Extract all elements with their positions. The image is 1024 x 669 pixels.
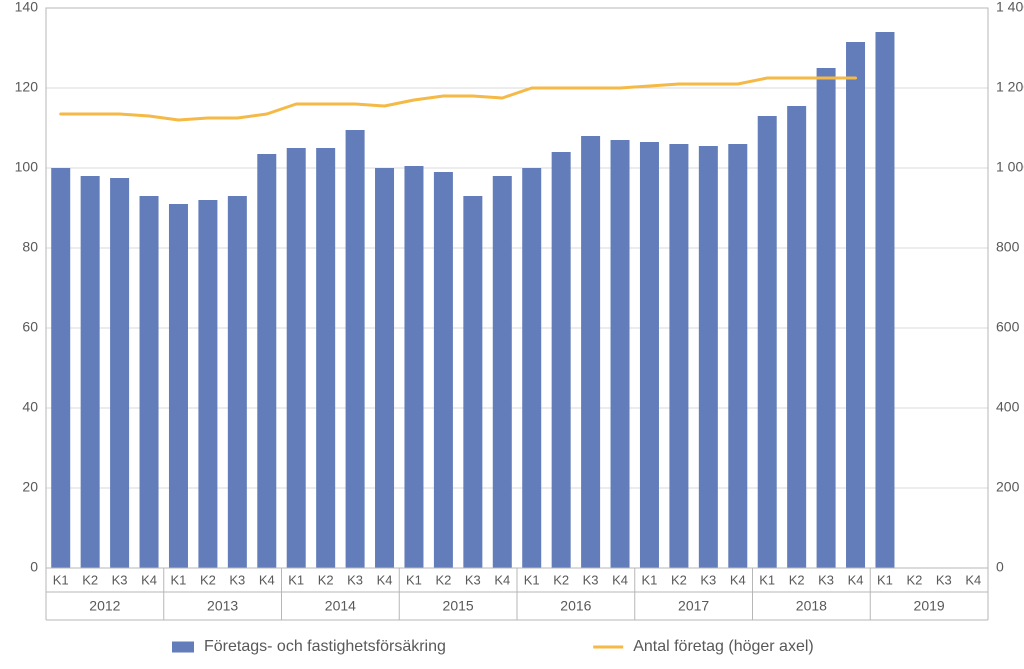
- chart-container: 0 20 40 60 80 100 120 140 0 200 400 600 800 1 000 1 20…: [0, 0, 1024, 669]
- x-quarter-label: K2: [200, 572, 216, 587]
- combo-chart: 0 20 40 60 80 100 120 140 0 200 400 600 800 1 000 1 20…: [0, 0, 1024, 669]
- y-right-tick-label: 0: [996, 559, 1004, 575]
- x-year-label: 2016: [560, 598, 591, 614]
- x-quarter-label: K2: [553, 572, 569, 587]
- x-quarter-label: K3: [818, 572, 834, 587]
- x-year-label: 2019: [914, 598, 945, 614]
- bar: [228, 196, 247, 568]
- legend-line-label: Antal företag (höger axel): [633, 638, 814, 655]
- x-quarter-label: K4: [612, 572, 628, 587]
- x-quarter-label: K3: [112, 572, 128, 587]
- y-right-tick-label: 800: [996, 239, 1020, 255]
- bar: [375, 168, 394, 568]
- y-right-tick-label: 400: [996, 399, 1020, 415]
- bar: [669, 144, 688, 568]
- x-quarter-label: K2: [671, 572, 687, 587]
- x-quarter-label: K1: [53, 572, 69, 587]
- x-year-label: 2015: [443, 598, 474, 614]
- bar: [846, 42, 865, 568]
- x-quarter-label: K4: [494, 572, 510, 587]
- x-quarter-label: K1: [288, 572, 304, 587]
- y-left-tick-label: 100: [15, 159, 39, 175]
- bar: [728, 144, 747, 568]
- bar: [316, 148, 335, 568]
- x-quarter-label: K4: [730, 572, 746, 587]
- bar: [699, 146, 718, 568]
- bar: [434, 172, 453, 568]
- x-quarter-label: K4: [259, 572, 275, 587]
- bar: [81, 176, 100, 568]
- x-quarter-label: K4: [141, 572, 157, 587]
- bar: [198, 200, 217, 568]
- x-year-label: 2017: [678, 598, 709, 614]
- y-left-tick-label: 0: [30, 559, 38, 575]
- x-quarter-label: K3: [347, 572, 363, 587]
- bar: [169, 204, 188, 568]
- x-quarter-label: K2: [82, 572, 98, 587]
- x-quarter-label: K4: [848, 572, 864, 587]
- bar: [552, 152, 571, 568]
- x-year-label: 2018: [796, 598, 827, 614]
- x-quarter-label: K2: [318, 572, 334, 587]
- x-quarter-label: K4: [377, 572, 393, 587]
- y-right-tick-label: 1 200: [996, 79, 1024, 95]
- legend-bar-swatch: [172, 642, 194, 653]
- bar: [287, 148, 306, 568]
- x-quarter-label: K1: [406, 572, 422, 587]
- x-quarter-label: K3: [465, 572, 481, 587]
- bar: [140, 196, 159, 568]
- x-year-label: 2014: [325, 598, 356, 614]
- y-right-tick-label: 1 000: [996, 159, 1024, 175]
- x-quarter-label: K3: [583, 572, 599, 587]
- x-year-label: 2012: [89, 598, 120, 614]
- x-quarter-label: K4: [965, 572, 981, 587]
- x-quarter-label: K2: [789, 572, 805, 587]
- x-year-label: 2013: [207, 598, 238, 614]
- y-left-tick-label: 40: [22, 399, 38, 415]
- x-quarter-label: K1: [877, 572, 893, 587]
- bar: [346, 130, 365, 568]
- bar: [758, 116, 777, 568]
- x-quarter-label: K1: [524, 572, 540, 587]
- x-quarter-label: K3: [229, 572, 245, 587]
- x-quarter-label: K3: [700, 572, 716, 587]
- bar: [463, 196, 482, 568]
- bar: [522, 168, 541, 568]
- bar: [257, 154, 276, 568]
- bar: [404, 166, 423, 568]
- y-left-tick-label: 20: [22, 479, 38, 495]
- y-left-tick-label: 60: [22, 319, 38, 335]
- x-quarter-label: K1: [759, 572, 775, 587]
- x-quarter-label: K1: [642, 572, 658, 587]
- y-left-tick-label: 80: [22, 239, 38, 255]
- x-quarter-label: K3: [936, 572, 952, 587]
- bar: [640, 142, 659, 568]
- x-quarter-label: K2: [906, 572, 922, 587]
- bar: [875, 32, 894, 568]
- bar: [611, 140, 630, 568]
- bar: [787, 106, 806, 568]
- bar: [817, 68, 836, 568]
- bar: [493, 176, 512, 568]
- y-right-tick-label: 200: [996, 479, 1020, 495]
- bar: [581, 136, 600, 568]
- x-quarter-label: K2: [435, 572, 451, 587]
- y-right-tick-label: 600: [996, 319, 1020, 335]
- y-left-tick-label: 120: [15, 79, 39, 95]
- y-right-tick-label: 1 400: [996, 0, 1024, 15]
- bar: [110, 178, 129, 568]
- legend-bar-label: Företags- och fastighetsförsäkring: [204, 638, 446, 655]
- x-quarter-label: K1: [171, 572, 187, 587]
- y-left-tick-label: 140: [15, 0, 39, 15]
- bar: [51, 168, 70, 568]
